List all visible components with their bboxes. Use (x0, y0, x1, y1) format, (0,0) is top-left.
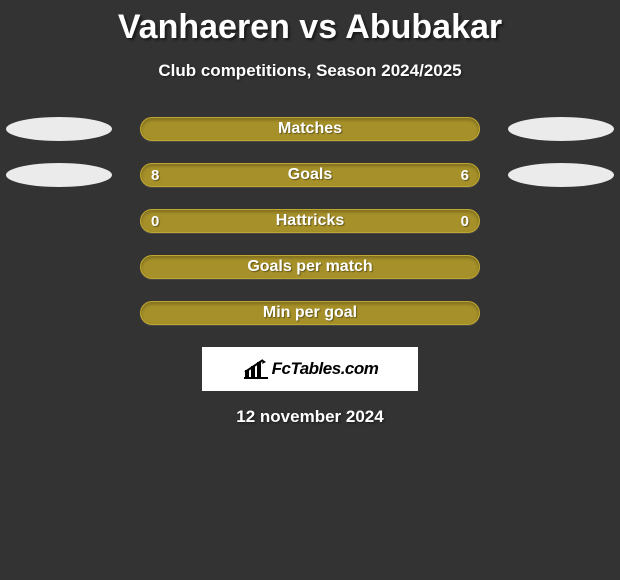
stat-bar: 8 Goals 6 (140, 163, 480, 187)
stat-label: Goals (141, 166, 479, 184)
stat-bar: Goals per match (140, 255, 480, 279)
right-value-oval (508, 163, 614, 187)
stat-left-value: 8 (151, 167, 181, 184)
stat-label: Hattricks (141, 212, 479, 230)
stat-row: 0 Hattricks 0 (0, 209, 620, 233)
right-value-oval (508, 117, 614, 141)
stat-right-value: 0 (439, 213, 469, 230)
stat-row: Min per goal (0, 301, 620, 325)
stat-bar: Min per goal (140, 301, 480, 325)
stat-bar: 0 Hattricks 0 (140, 209, 480, 233)
date-text: 12 november 2024 (0, 407, 620, 427)
stat-label: Min per goal (141, 304, 479, 322)
bar-chart-icon (242, 358, 268, 380)
stat-row: Goals per match (0, 255, 620, 279)
stat-label: Goals per match (141, 258, 479, 276)
subtitle: Club competitions, Season 2024/2025 (0, 61, 620, 81)
left-value-oval (6, 117, 112, 141)
left-value-oval (6, 163, 112, 187)
brand-text: FcTables.com (272, 359, 379, 379)
brand-logo: FcTables.com (202, 347, 418, 391)
stat-right-value: 6 (439, 167, 469, 184)
stat-label: Matches (141, 120, 479, 138)
stat-row: Matches (0, 117, 620, 141)
stat-bar: Matches (140, 117, 480, 141)
stat-left-value: 0 (151, 213, 181, 230)
page-title: Vanhaeren vs Abubakar (0, 0, 620, 47)
stat-row: 8 Goals 6 (0, 163, 620, 187)
stat-rows: Matches 8 Goals 6 0 Hattricks 0 Goals pe… (0, 117, 620, 325)
